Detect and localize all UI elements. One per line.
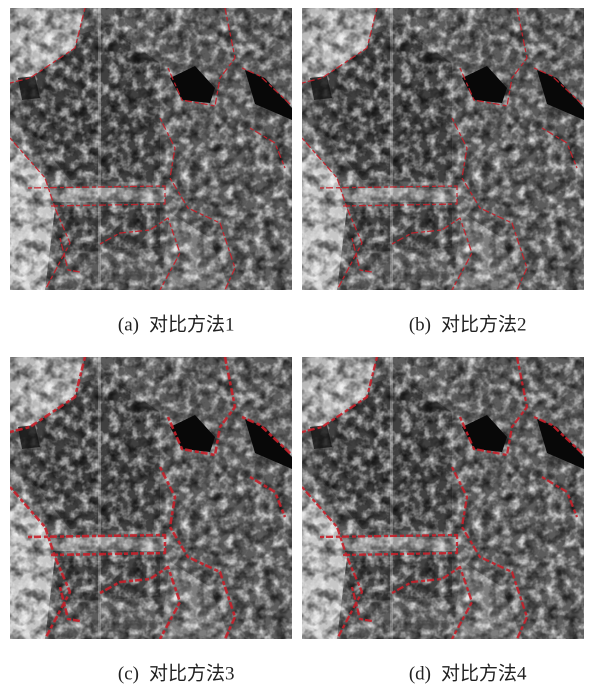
panel-label: (c) [118,663,139,684]
panel-caption: 对比方法4 [441,662,527,684]
panel: (c) 对比方法3 [10,357,292,684]
panel-label: (a) [118,314,139,335]
panel-label: (b) [409,314,431,335]
panel: (b) 对比方法2 [302,8,584,335]
panel-label: (d) [409,663,431,684]
figure: (a) 对比方法1 (b) 对比方法2 (c) 对比方法3 (d) 对比方法4 [0,0,592,695]
panel-image [10,357,292,639]
panel: (a) 对比方法1 [10,8,292,335]
panel-caption: 对比方法3 [149,662,235,684]
panel: (d) 对比方法4 [302,357,584,684]
panel-caption: 对比方法2 [441,313,527,335]
panel-image [302,8,584,290]
panel-caption: 对比方法1 [149,313,235,335]
panel-image [10,8,292,290]
panel-image [302,357,584,639]
